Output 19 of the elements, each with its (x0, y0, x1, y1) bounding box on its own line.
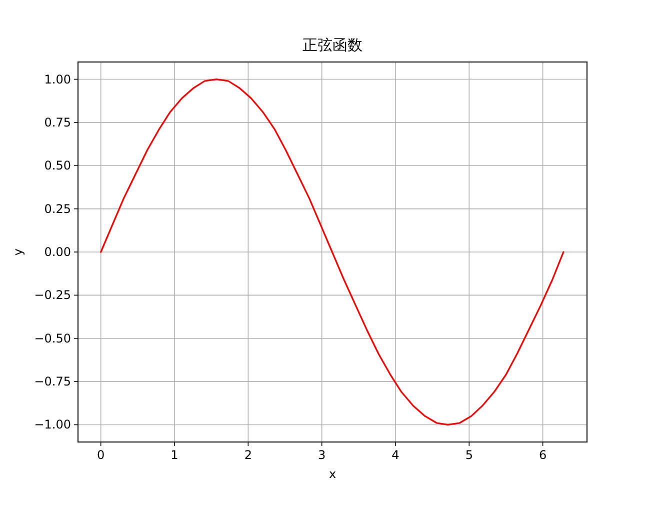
y-tick-label: −0.50 (34, 331, 71, 346)
y-tick-label: 0.50 (44, 158, 71, 173)
x-tick-label: 0 (97, 448, 105, 462)
y-tick-label: −1.00 (34, 418, 71, 432)
chart-title: 正弦函数 (302, 36, 362, 54)
x-tick-label: 5 (465, 448, 473, 462)
y-tick-label: −0.25 (34, 288, 71, 302)
x-axis-title: x (328, 467, 336, 481)
x-tick-label: 1 (170, 448, 178, 462)
y-tick-label: 0.25 (44, 202, 71, 216)
y-tick-label: 1.00 (44, 72, 71, 86)
x-tick-label: 2 (244, 448, 252, 462)
y-tick-label: 0.00 (44, 245, 71, 259)
x-tick-label: 4 (392, 448, 400, 462)
y-tick-label: 0.75 (44, 115, 71, 130)
y-tick-label: −0.75 (34, 374, 71, 389)
x-tick-label: 3 (318, 448, 326, 462)
x-tick-label: 6 (538, 448, 547, 462)
y-axis-title: y (11, 248, 25, 256)
